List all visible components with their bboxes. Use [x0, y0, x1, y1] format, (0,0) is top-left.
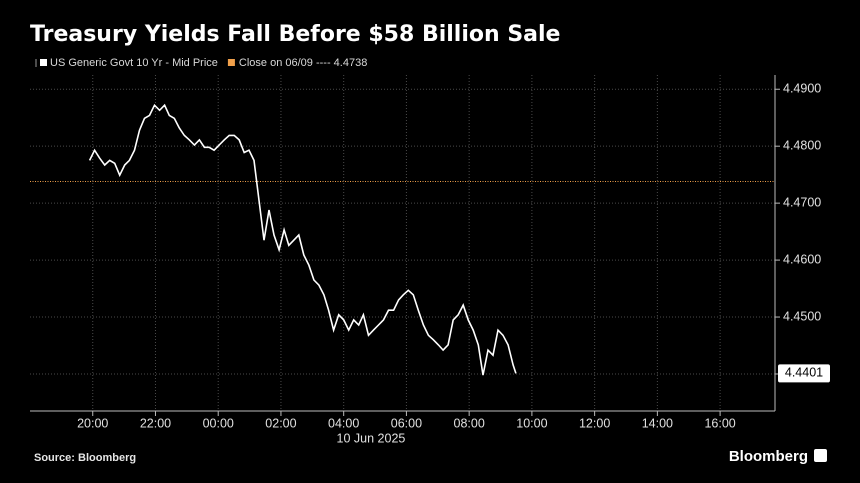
x-sublabel: 10 Jun 2025: [337, 431, 406, 445]
y-tick-label: 4.4700: [783, 195, 821, 209]
x-tick-label: 02:00: [265, 416, 296, 430]
x-tick-label: 00:00: [203, 416, 234, 430]
x-tick-label: 20:00: [77, 416, 108, 430]
x-tick-label: 12:00: [579, 416, 610, 430]
y-tick-label: 4.4500: [783, 309, 821, 323]
x-tick-label: 08:00: [454, 416, 485, 430]
legend-swatch: [40, 59, 47, 66]
brand: Bloomberg: [729, 448, 808, 465]
x-tick-label: 14:00: [642, 416, 673, 430]
y-tick-label: 4.4800: [783, 138, 821, 152]
source: Source: Bloomberg: [34, 452, 136, 464]
x-tick-label: 04:00: [328, 416, 359, 430]
last-value-label: 4.4401: [785, 366, 823, 380]
legend-swatch: [227, 59, 235, 66]
series-line: [88, 103, 517, 376]
brand-icon: [814, 449, 827, 462]
y-tick-label: 4.4900: [783, 82, 821, 96]
x-tick-label: 22:00: [140, 416, 171, 430]
last-value-box: [778, 364, 830, 383]
y-tick-label: 4.4600: [783, 252, 821, 266]
x-tick-label: 10:00: [516, 416, 547, 430]
legend-label: Close on 06/09 ---- 4.4738: [239, 57, 367, 69]
chart-title: Treasury Yields Fall Before $58 Billion …: [30, 22, 560, 47]
x-tick-label: 16:00: [704, 416, 735, 430]
x-tick-label: 06:00: [391, 416, 422, 430]
legend-label: US Generic Govt 10 Yr - Mid Price: [50, 57, 218, 69]
